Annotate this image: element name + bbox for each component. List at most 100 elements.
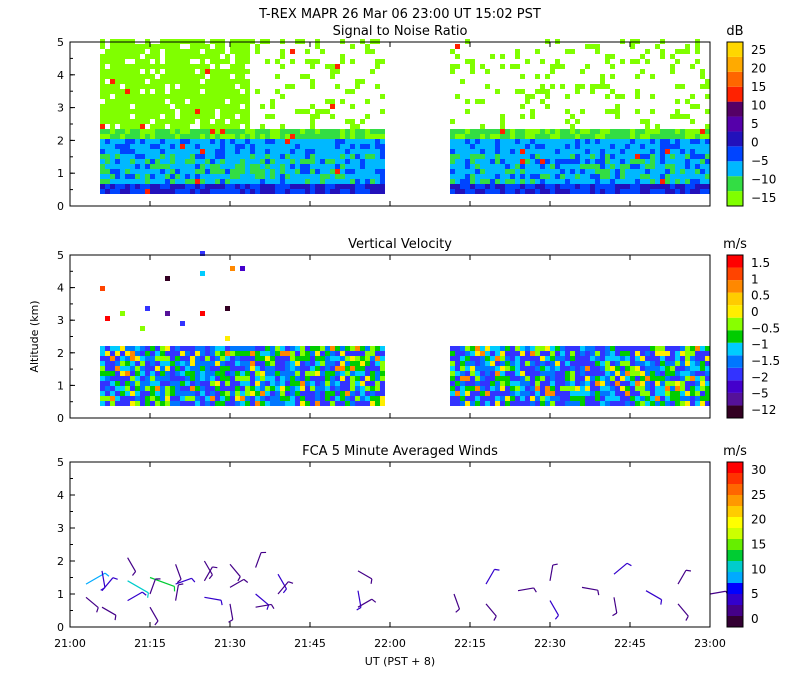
heatmap-cell	[180, 89, 185, 94]
heatmap-cell	[135, 59, 140, 64]
heatmap-cell	[540, 366, 545, 371]
wind-barb	[357, 570, 373, 580]
heatmap-cell	[495, 371, 500, 376]
heatmap-cell	[155, 159, 160, 164]
heatmap-cell	[575, 366, 580, 371]
heatmap-cell	[180, 144, 185, 149]
heatmap-cell	[585, 159, 590, 164]
heatmap-cell	[300, 356, 305, 361]
heatmap-cell	[470, 179, 475, 184]
heatmap-cell	[565, 49, 570, 54]
heatmap-cell	[185, 154, 190, 159]
heatmap-cell	[680, 164, 685, 169]
heatmap-cell	[145, 401, 150, 406]
heatmap-cell	[220, 134, 225, 139]
heatmap-cell	[330, 74, 335, 79]
heatmap-cell	[245, 134, 250, 139]
heatmap-cell	[645, 169, 650, 174]
heatmap-cell	[310, 119, 315, 124]
heatmap-cell	[230, 104, 235, 109]
heatmap-cell	[650, 74, 655, 79]
heatmap-cell	[570, 139, 575, 144]
heatmap-cell	[375, 386, 380, 391]
heatmap-cell	[705, 139, 710, 144]
heatmap-cell	[200, 391, 205, 396]
heatmap-cell	[540, 386, 545, 391]
heatmap-cell	[530, 386, 535, 391]
heatmap-cell	[180, 64, 185, 69]
heatmap-cell	[360, 184, 365, 189]
heatmap-cell	[130, 109, 135, 114]
heatmap-cell	[455, 356, 460, 361]
heatmap-cell	[650, 189, 655, 194]
heatmap-cell	[450, 391, 455, 396]
heatmap-cell	[210, 129, 215, 134]
heatmap-cell	[110, 89, 115, 94]
heatmap-cell	[125, 361, 130, 366]
heatmap-cell	[105, 49, 110, 54]
heatmap-cell	[170, 174, 175, 179]
heatmap-cell	[350, 391, 355, 396]
heatmap-cell	[470, 69, 475, 74]
heatmap-cell	[120, 401, 125, 406]
heatmap-cell	[690, 179, 695, 184]
heatmap-cell	[340, 396, 345, 401]
heatmap-cell	[140, 381, 145, 386]
heatmap-cell	[470, 184, 475, 189]
wind-barb	[127, 557, 137, 572]
heatmap-cell	[285, 174, 290, 179]
heatmap-cell	[105, 189, 110, 194]
heatmap-cell	[105, 114, 110, 119]
heatmap-cell	[100, 386, 105, 391]
heatmap-cell	[365, 159, 370, 164]
heatmap-cell	[575, 134, 580, 139]
heatmap-cell	[530, 109, 535, 114]
heatmap-cell	[270, 366, 275, 371]
heatmap-cell	[205, 169, 210, 174]
heatmap-cell	[105, 154, 110, 159]
heatmap-cell	[125, 54, 130, 59]
heatmap-cell	[205, 99, 210, 104]
heatmap-cell	[245, 84, 250, 89]
heatmap-cell	[160, 44, 165, 49]
heatmap-cell	[490, 361, 495, 366]
heatmap-cell	[600, 351, 605, 356]
heatmap-cell	[585, 154, 590, 159]
heatmap-cell	[145, 396, 150, 401]
heatmap-cell	[690, 159, 695, 164]
heatmap-cell	[310, 391, 315, 396]
heatmap-cell	[485, 184, 490, 189]
heatmap-cell	[535, 129, 540, 134]
heatmap-cell	[475, 356, 480, 361]
heatmap-cell	[185, 79, 190, 84]
heatmap-cell	[290, 49, 295, 54]
heatmap-cell	[310, 79, 315, 84]
heatmap-cell	[660, 129, 665, 134]
heatmap-cell	[515, 154, 520, 159]
heatmap-cell	[485, 396, 490, 401]
heatmap-cell	[175, 179, 180, 184]
heatmap-cell	[155, 64, 160, 69]
heatmap-cell	[130, 64, 135, 69]
heatmap-cell	[335, 346, 340, 351]
heatmap-cell	[135, 174, 140, 179]
heatmap-cell	[335, 351, 340, 356]
heatmap-cell	[530, 184, 535, 189]
heatmap-cell	[330, 139, 335, 144]
heatmap-cell	[655, 179, 660, 184]
heatmap-cell	[150, 396, 155, 401]
heatmap-cell	[210, 134, 215, 139]
heatmap-cell	[165, 79, 170, 84]
heatmap-cell	[660, 149, 665, 154]
heatmap-cell	[225, 59, 230, 64]
heatmap-cell	[380, 189, 385, 194]
heatmap-cell	[630, 174, 635, 179]
heatmap-cell	[340, 154, 345, 159]
heatmap-cell	[480, 144, 485, 149]
heatmap-cell	[575, 144, 580, 149]
heatmap-cell	[215, 89, 220, 94]
heatmap-cell	[340, 174, 345, 179]
heatmap-cell	[635, 356, 640, 361]
heatmap-cell	[320, 154, 325, 159]
heatmap-cell	[325, 184, 330, 189]
